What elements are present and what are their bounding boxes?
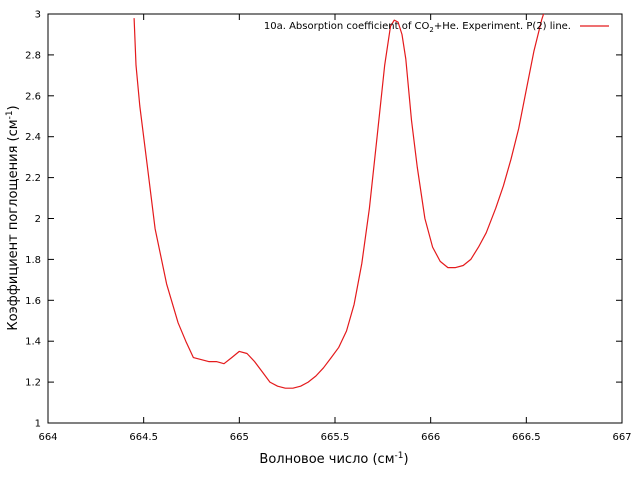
y-tick-label: 1.8 [25,255,41,266]
legend-entry-label: 10a. Absorption coefficient of CO2+He. E… [264,21,571,34]
y-tick-label: 1.2 [25,378,41,389]
legend-label-post: +He. Experiment. P(2) line. [434,21,571,32]
x-axis-label: Волновое число (см-1) [259,451,408,467]
x-tick-label: 664 [38,432,57,443]
legend-label-pre: 10a. Absorption coefficient of CO [264,21,430,32]
plot-frame [47,13,623,424]
x-tick-label: 666 [421,432,440,443]
y-tick-label: 1.4 [25,337,41,348]
x-tick-label: 665 [230,432,249,443]
y-axis-label-sup: -1 [5,110,15,119]
y-tick-label: 2.8 [25,50,41,61]
x-tick-label: 667 [612,432,631,443]
x-tick-label: 665.5 [321,432,350,443]
y-tick-label: 3 [35,10,41,21]
x-axis-label-sup: -1 [395,451,404,461]
axis-ticks: 664 664.5 665 665.5 666 666.5 667 1 1.2 1.4 1.6 1.8… [25,10,631,444]
y-axis-label: Коэффициент поглощения (см-1) [5,105,21,330]
x-tick-label: 666.5 [512,432,541,443]
legend-label-sub: 2 [429,26,433,34]
y-tick-label: 1 [35,419,41,430]
y-axis-label-text: Коэффициент поглощения (см [6,119,21,330]
y-tick-label: 2.2 [25,173,41,184]
y-tick-label: 2.4 [25,132,41,143]
y-tick-label: 1.6 [25,296,41,307]
x-axis-label-after: ) [403,452,408,467]
y-tick-label: 2 [35,214,41,225]
y-tick-label: 2.6 [25,91,41,102]
legend: 10a. Absorption coefficient of CO2+He. E… [264,21,609,34]
plot-area [47,13,623,424]
x-tick-label: 664.5 [129,432,158,443]
x-axis-label-text: Волновое число (см [259,452,394,467]
series-line [133,14,545,389]
y-axis-label-after: ) [6,105,21,110]
series-layer [133,14,545,389]
